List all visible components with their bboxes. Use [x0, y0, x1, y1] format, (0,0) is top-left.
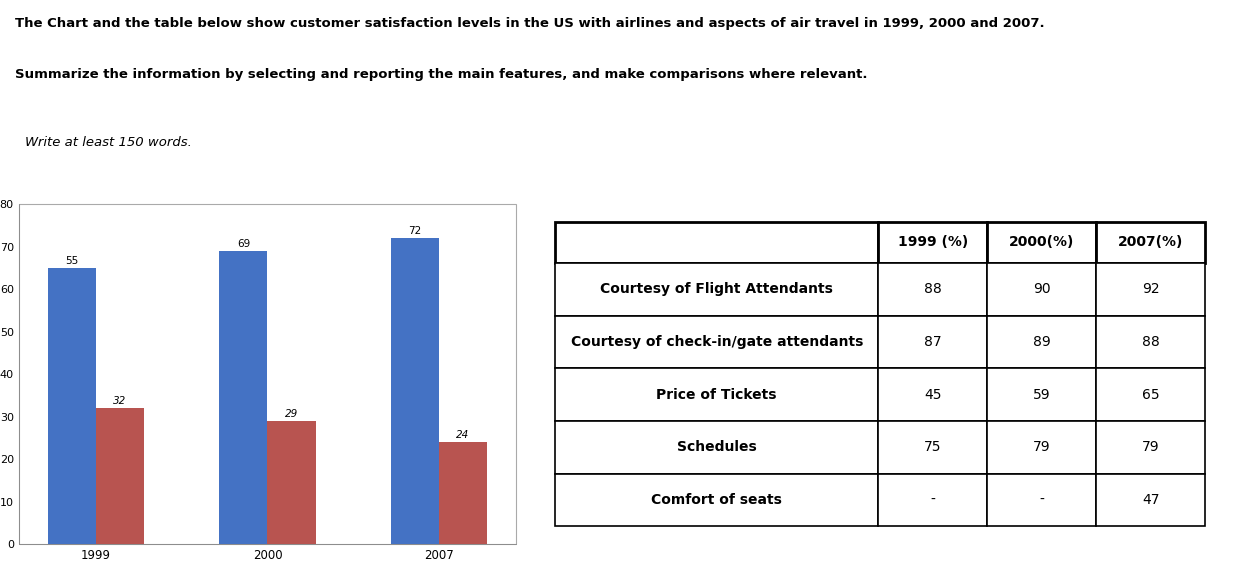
Text: 32: 32 — [113, 396, 127, 406]
Bar — [47, 268, 96, 544]
Bar — [391, 238, 439, 544]
Text: 72: 72 — [408, 226, 422, 236]
Bar — [96, 408, 144, 544]
Bar — [267, 421, 316, 544]
Bar — [219, 251, 267, 544]
Text: 29: 29 — [285, 409, 299, 419]
Text: The Chart and the table below show customer satisfaction levels in the US with a: The Chart and the table below show custo… — [15, 17, 1045, 30]
Text: 24: 24 — [457, 430, 470, 440]
Bar — [439, 442, 488, 544]
Text: Write at least 150 words.: Write at least 150 words. — [25, 136, 192, 149]
Text: 69: 69 — [236, 239, 250, 249]
Text: 55: 55 — [65, 256, 78, 266]
Text: Summarize the information by selecting and reporting the main features, and make: Summarize the information by selecting a… — [15, 68, 867, 81]
